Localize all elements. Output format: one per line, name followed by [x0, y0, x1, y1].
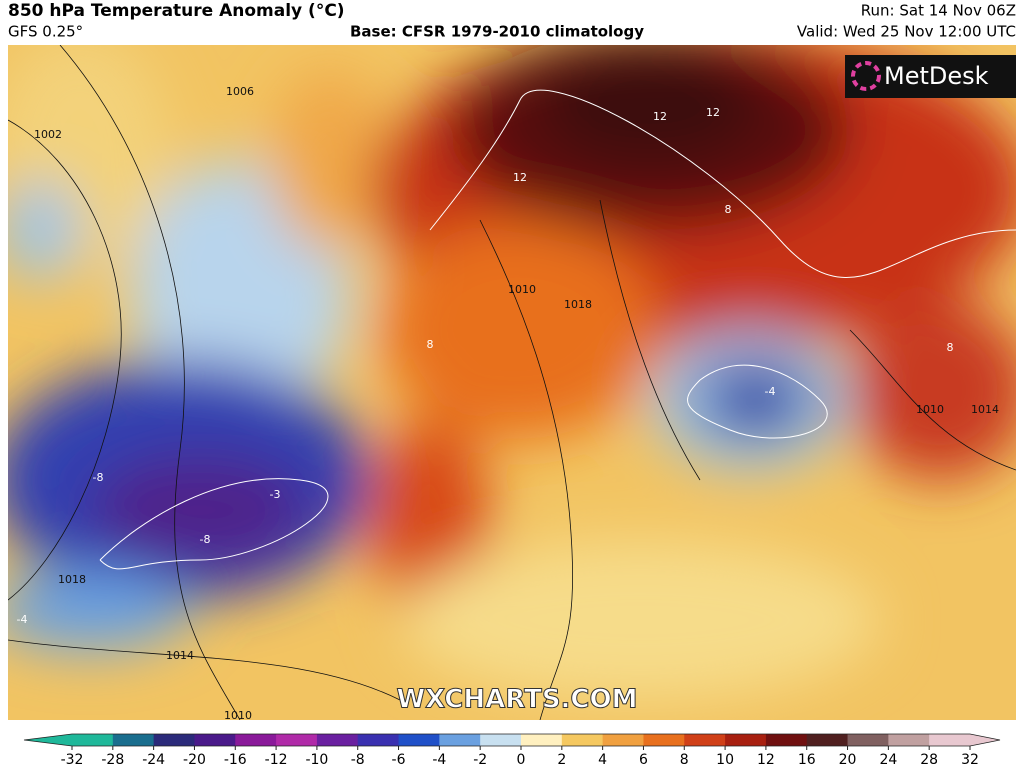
contour-label: 8	[725, 203, 732, 216]
colorbar-tick-label: -20	[183, 752, 206, 768]
colorbar-tick-label: 20	[839, 752, 857, 768]
base: Base: CFSR 1979-2010 climatology	[350, 23, 644, 41]
contour-label: -8	[200, 533, 211, 546]
contour-label: -3	[270, 488, 281, 501]
contour-label: 1006	[226, 85, 254, 98]
contour-label: 12	[706, 106, 720, 119]
colorbar-tick-label: -2	[473, 752, 487, 768]
logo-box	[845, 55, 1016, 98]
contour-label: -4	[765, 385, 776, 398]
watermark: WXCHARTS.COM	[396, 685, 637, 715]
valid: Valid: Wed 25 Nov 12:00 UTC	[797, 23, 1016, 41]
contour-label: -4	[17, 613, 28, 626]
colorbar-tick-label: -28	[101, 752, 124, 768]
colorbar-tick-label: 2	[557, 752, 566, 768]
colorbar-tick-label: 10	[716, 752, 734, 768]
colorbar-segment	[725, 734, 767, 746]
colorbar-segment	[602, 734, 644, 746]
colorbar-tick-label: 16	[798, 752, 816, 768]
contour-label: 1018	[58, 573, 86, 586]
logo-icon	[851, 61, 881, 91]
contour-label: 12	[513, 171, 527, 184]
colorbar-segment	[153, 734, 195, 746]
colorbar-tick-label: 0	[517, 752, 526, 768]
title: 850 hPa Temperature Anomaly (°C)	[8, 1, 345, 21]
colorbar-segment	[765, 734, 808, 746]
colorbar-tick-label: -16	[224, 752, 247, 768]
contour-label: 12	[653, 110, 667, 123]
contour-label: 1014	[166, 649, 194, 662]
colorbar-tick-label: 12	[757, 752, 775, 768]
colorbar-segment	[72, 734, 114, 746]
contour-label: 1010	[916, 403, 944, 416]
colorbar-tick-label: -10	[305, 752, 328, 768]
colorbar-tick-label: 24	[879, 752, 897, 768]
colorbar-segment	[480, 734, 522, 746]
colorbar-segment	[684, 734, 726, 746]
colorbar-segment	[521, 734, 563, 746]
contour-label: 8	[427, 338, 434, 351]
colorbar-tick-label: -32	[61, 752, 84, 768]
contour-label: 1010	[508, 283, 536, 296]
map	[8, 45, 1016, 720]
colorbar-tick-label: -12	[265, 752, 288, 768]
colorbar-segment	[194, 734, 236, 746]
colorbar-tick-label: -24	[142, 752, 165, 768]
model: GFS 0.25°	[8, 23, 83, 41]
contour-label: 1002	[34, 128, 62, 141]
colorbar-tick-label: 6	[639, 752, 648, 768]
colorbar-segment	[929, 734, 971, 746]
colorbar-tick-label: 32	[961, 752, 979, 768]
logo: MetDesk	[884, 62, 989, 90]
colorbar-tick-label: 28	[920, 752, 938, 768]
contour-label: 8	[947, 341, 954, 354]
colorbar-segment	[112, 734, 155, 746]
colorbar-segment	[888, 734, 930, 746]
colorbar-tick-label: -8	[351, 752, 365, 768]
colorbar-segment	[276, 734, 318, 746]
contour-label: 1018	[564, 298, 592, 311]
colorbar-end	[970, 734, 1000, 746]
colorbar-segment	[806, 734, 849, 746]
colorbar-segment	[561, 734, 604, 746]
run: Run: Sat 14 Nov 06Z	[861, 2, 1016, 20]
colorbar-tick-label: 8	[680, 752, 689, 768]
colorbar-segment	[316, 734, 359, 746]
colorbar-tick-label: -6	[392, 752, 406, 768]
contour-label: 1010	[224, 709, 252, 722]
colorbar-segment	[357, 734, 400, 746]
colorbar-segment	[643, 734, 685, 746]
contour-label: -8	[93, 471, 104, 484]
colorbar-segment	[439, 734, 481, 746]
colorbar-tick-label: -4	[432, 752, 446, 768]
colorbar-segment	[235, 734, 277, 746]
colorbar-segment	[398, 734, 440, 746]
colorbar-segment	[847, 734, 889, 746]
colorbar-tick-label: 4	[598, 752, 607, 768]
contour-label: 1014	[971, 403, 999, 416]
colorbar-end	[24, 734, 72, 746]
